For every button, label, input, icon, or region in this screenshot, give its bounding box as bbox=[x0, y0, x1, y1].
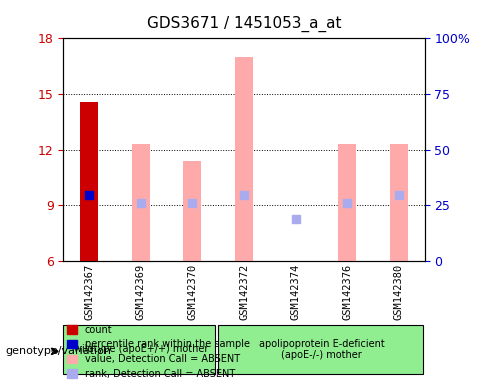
Text: genotype/variation: genotype/variation bbox=[5, 346, 111, 356]
Text: GSM142369: GSM142369 bbox=[136, 264, 146, 320]
FancyBboxPatch shape bbox=[63, 325, 215, 374]
Text: GSM142380: GSM142380 bbox=[394, 264, 404, 320]
Bar bbox=[132, 144, 150, 261]
Bar bbox=[338, 144, 356, 261]
Bar bbox=[183, 161, 202, 261]
Text: GSM142370: GSM142370 bbox=[187, 264, 198, 320]
Legend: count, percentile rank within the sample, value, Detection Call = ABSENT, rank, : count, percentile rank within the sample… bbox=[63, 321, 254, 383]
Bar bbox=[235, 57, 253, 261]
FancyBboxPatch shape bbox=[218, 325, 423, 374]
Text: GSM142374: GSM142374 bbox=[290, 264, 301, 320]
Text: wildtype (apoE+/+) mother: wildtype (apoE+/+) mother bbox=[74, 344, 208, 354]
Text: GDS3671 / 1451053_a_at: GDS3671 / 1451053_a_at bbox=[147, 15, 341, 31]
Bar bbox=[390, 144, 408, 261]
Text: GSM142372: GSM142372 bbox=[239, 264, 249, 320]
Bar bbox=[80, 101, 98, 261]
Text: GSM142376: GSM142376 bbox=[342, 264, 352, 320]
Text: apolipoprotein E-deficient
(apoE-/-) mother: apolipoprotein E-deficient (apoE-/-) mot… bbox=[259, 339, 384, 360]
Text: GSM142367: GSM142367 bbox=[84, 264, 94, 320]
